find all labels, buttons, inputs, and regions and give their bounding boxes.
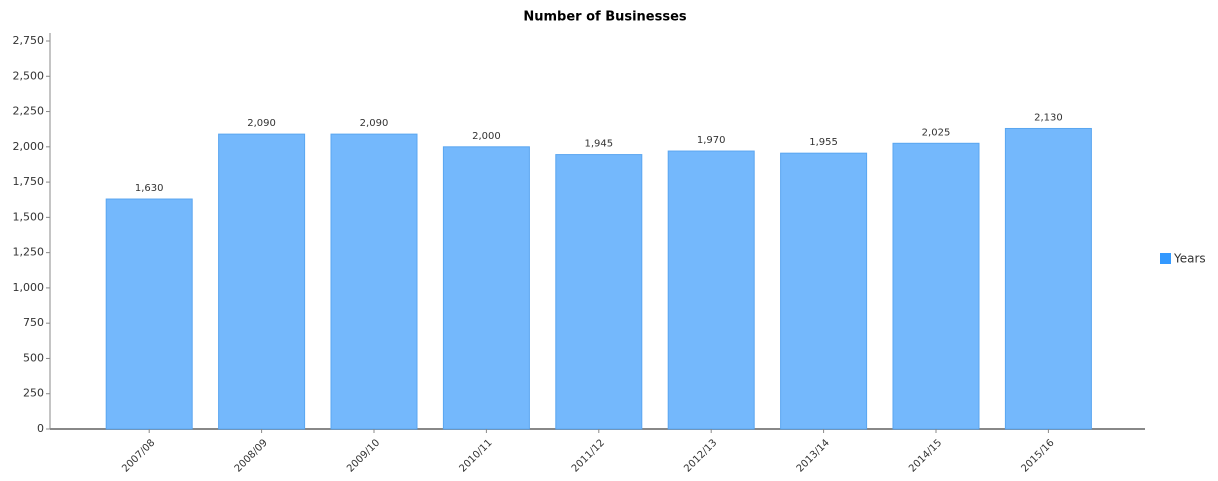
value-label: 1,955 — [809, 137, 838, 148]
x-tick-label: 2008/09 — [233, 437, 270, 474]
value-label: 2,025 — [922, 127, 951, 138]
y-tick-label: 2,750 — [13, 34, 45, 47]
y-tick-label: 2,250 — [13, 105, 45, 118]
y-tick-label: 500 — [23, 351, 44, 364]
x-tick-label: 2010/11 — [457, 437, 494, 474]
bar — [105, 198, 193, 430]
value-label: 1,970 — [697, 135, 726, 146]
x-tick-label: 2012/13 — [682, 437, 719, 474]
legend-label: Years — [1173, 252, 1206, 266]
value-label: 2,090 — [360, 118, 389, 129]
x-tick-label: 2009/10 — [345, 437, 382, 474]
x-tick-label: 2011/12 — [570, 437, 607, 474]
bar — [555, 154, 643, 430]
value-label: 1,945 — [584, 139, 613, 150]
x-tick-label: 2007/08 — [120, 437, 157, 474]
y-tick-label: 2,000 — [13, 140, 45, 153]
x-tick-label: 2014/15 — [907, 437, 944, 474]
value-label: 2,000 — [472, 131, 501, 142]
bar — [892, 142, 980, 430]
y-tick-label: 1,500 — [13, 210, 45, 223]
value-label: 2,090 — [247, 118, 276, 129]
y-tick-label: 1,750 — [13, 175, 45, 188]
x-tick-label: 2015/16 — [1019, 437, 1056, 474]
y-tick-label: 750 — [23, 316, 44, 329]
bar — [442, 146, 530, 430]
y-tick-label: 2,500 — [13, 69, 45, 82]
bar — [780, 152, 868, 430]
y-tick-label: 0 — [37, 422, 44, 435]
y-tick-label: 250 — [23, 387, 44, 400]
bar — [330, 133, 418, 430]
value-label: 1,630 — [135, 183, 164, 194]
y-tick-label: 1,000 — [13, 281, 45, 294]
legend-swatch — [1160, 253, 1171, 264]
value-label: 2,130 — [1034, 112, 1063, 123]
chart-title: Number of Businesses — [523, 10, 687, 25]
y-tick-label: 1,250 — [13, 246, 45, 259]
bar — [218, 133, 306, 430]
bar — [1004, 127, 1092, 430]
x-tick-label: 2013/14 — [795, 437, 832, 474]
bar — [667, 150, 755, 430]
